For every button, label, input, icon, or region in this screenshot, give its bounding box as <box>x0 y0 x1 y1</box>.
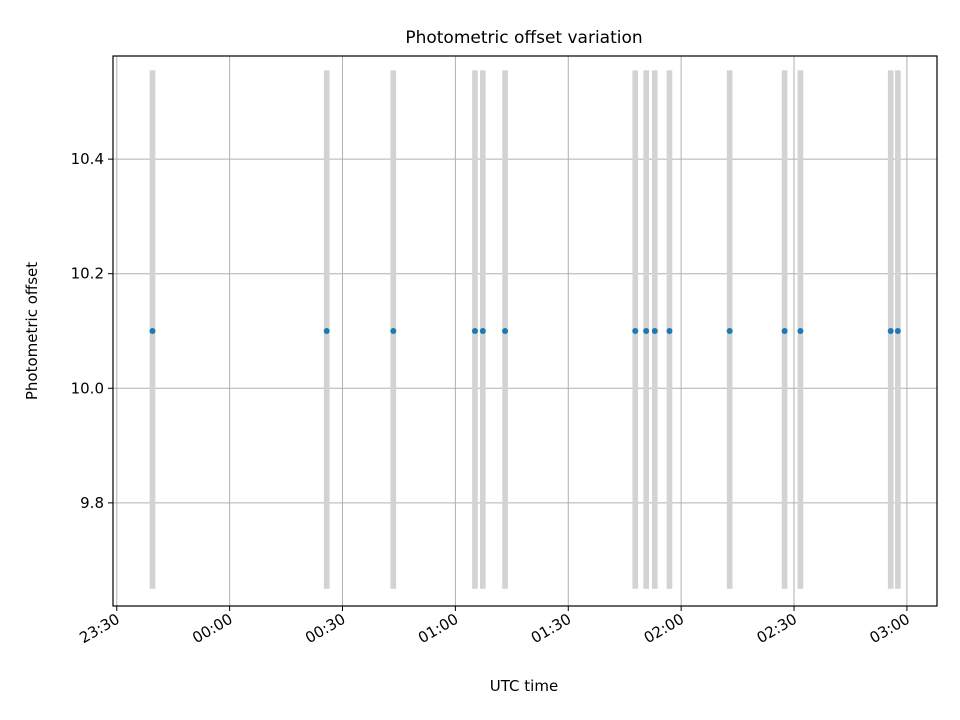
x-tick-label: 02:30 <box>754 610 800 647</box>
data-point <box>797 328 804 334</box>
data-point <box>632 328 639 334</box>
data-points <box>149 328 901 334</box>
y-axis-ticks: 9.8 10.0 10.2 10.4 <box>71 150 113 512</box>
data-point <box>726 328 733 334</box>
data-bands <box>149 70 901 589</box>
x-axis-ticks: 23:30 00:00 00:30 01:00 01:30 02:00 02:30 03:00 <box>76 606 913 647</box>
data-point <box>149 328 156 334</box>
data-point <box>479 328 486 334</box>
grid-lines <box>113 56 937 606</box>
x-tick-label: 23:30 <box>76 610 122 647</box>
x-tick-label: 01:00 <box>415 610 461 647</box>
data-point <box>887 328 894 334</box>
data-point <box>666 328 673 334</box>
x-axis-label: UTC time <box>490 677 558 695</box>
y-tick-label: 10.0 <box>71 379 104 397</box>
x-tick-label: 01:30 <box>528 610 574 647</box>
x-tick-label: 00:00 <box>189 610 235 647</box>
data-point <box>323 328 330 334</box>
x-tick-label: 03:00 <box>866 610 912 647</box>
data-point <box>894 328 901 334</box>
data-point <box>502 328 509 334</box>
data-point <box>471 328 478 334</box>
data-point <box>781 328 788 334</box>
x-tick-label: 00:30 <box>302 610 348 647</box>
plot-frame <box>112 55 938 607</box>
data-point <box>390 328 397 334</box>
x-tick-label: 02:00 <box>641 610 687 647</box>
y-tick-label: 10.4 <box>71 150 104 168</box>
chart-title: Photometric offset variation <box>405 28 642 48</box>
y-tick-label: 10.2 <box>71 265 104 283</box>
data-point <box>643 328 650 334</box>
data-point <box>651 328 658 334</box>
y-axis-label: Photometric offset <box>23 262 41 400</box>
y-tick-label: 9.8 <box>80 494 104 512</box>
